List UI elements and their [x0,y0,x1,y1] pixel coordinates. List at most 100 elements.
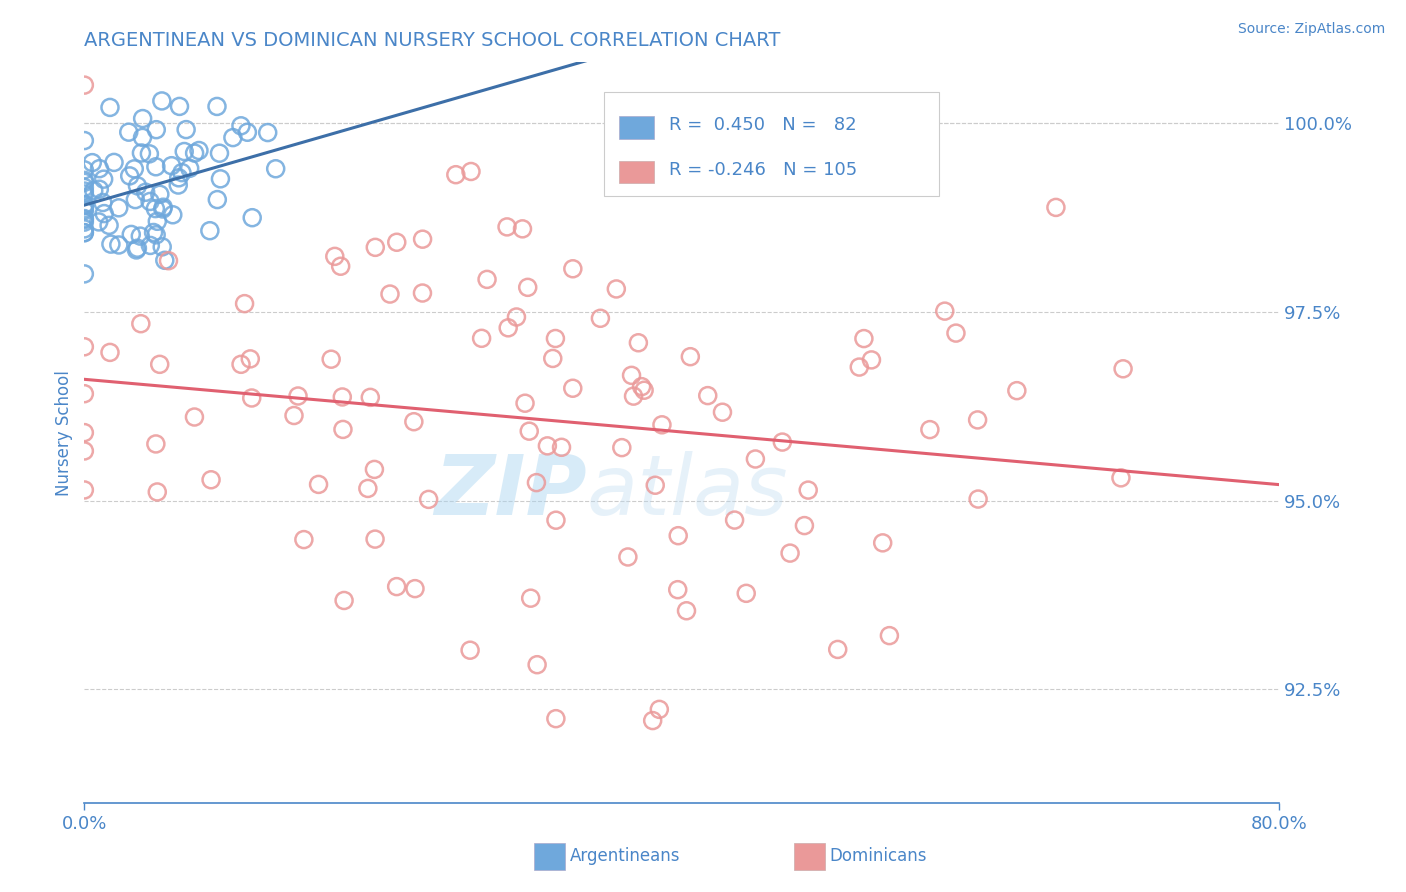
Point [167,170,190,185]
Point [73,211,96,226]
Point [145,437,167,451]
Point [153,253,176,268]
Point [536,439,558,453]
Point [256,126,278,140]
Point [735,586,758,600]
Point [89,182,111,196]
Point [73,184,96,198]
Point [73,202,96,216]
Point [385,235,408,250]
Point [444,168,467,182]
Point [648,702,671,716]
Point [73,386,96,401]
Point [666,582,689,597]
Bar [619,117,654,138]
Point [209,171,232,186]
Point [82,155,104,169]
Point [73,197,96,211]
Point [589,311,612,326]
Point [385,580,408,594]
Point [167,178,190,192]
Point [1045,201,1067,215]
Point [526,475,548,490]
Point [292,533,315,547]
Point [73,186,96,201]
Point [364,240,387,254]
Point [561,381,583,395]
Point [73,215,96,229]
Point [73,162,96,177]
Point [744,452,766,467]
Point [139,194,162,209]
Point [100,237,122,252]
Point [711,405,734,419]
Point [357,482,380,496]
Point [169,99,191,113]
Point [131,130,153,145]
Text: Source: ZipAtlas.com: Source: ZipAtlas.com [1237,22,1385,37]
Point [879,629,901,643]
Point [73,483,96,497]
Point [240,211,263,225]
Point [519,591,541,606]
Point [145,160,167,174]
Point [93,172,115,186]
Point [793,518,815,533]
Point [205,99,228,113]
Point [229,357,252,371]
Point [333,593,356,607]
Point [73,340,96,354]
Point [73,199,96,213]
Point [152,202,174,216]
Point [149,187,172,202]
Point [73,173,96,187]
Point [458,643,481,657]
Y-axis label: Nursery School: Nursery School [55,369,73,496]
Point [651,417,673,432]
Point [308,477,330,491]
Point [323,249,346,263]
Point [934,304,956,318]
Point [229,119,252,133]
Point [679,350,702,364]
Point [135,186,157,200]
Point [142,226,165,240]
Point [610,441,633,455]
Point [496,321,519,335]
Point [332,422,354,436]
Point [73,212,96,227]
Point [505,310,527,324]
Text: ARGENTINEAN VS DOMINICAN NURSERY SCHOOL CORRELATION CHART: ARGENTINEAN VS DOMINICAN NURSERY SCHOOL … [84,30,780,50]
Bar [619,161,654,183]
Point [860,352,883,367]
Point [517,424,540,438]
Point [852,332,875,346]
Point [544,712,567,726]
Point [561,261,583,276]
Point [418,492,440,507]
Point [170,166,193,180]
Point [1005,384,1028,398]
Point [641,714,664,728]
Point [108,238,131,252]
Point [918,423,941,437]
Point [93,206,115,220]
Text: R = -0.246   N = 105: R = -0.246 N = 105 [669,161,858,178]
Point [287,389,309,403]
Point [321,352,343,367]
Point [162,208,184,222]
Point [240,391,263,405]
Point [967,491,990,506]
Point [1112,361,1135,376]
Point [364,532,387,546]
Point [513,396,536,410]
Point [723,513,745,527]
Point [157,253,180,268]
Point [98,100,121,114]
Point [359,390,381,404]
Point [118,125,141,139]
Point [183,410,205,425]
Point [404,582,426,596]
Point [73,203,96,218]
Point [617,549,640,564]
